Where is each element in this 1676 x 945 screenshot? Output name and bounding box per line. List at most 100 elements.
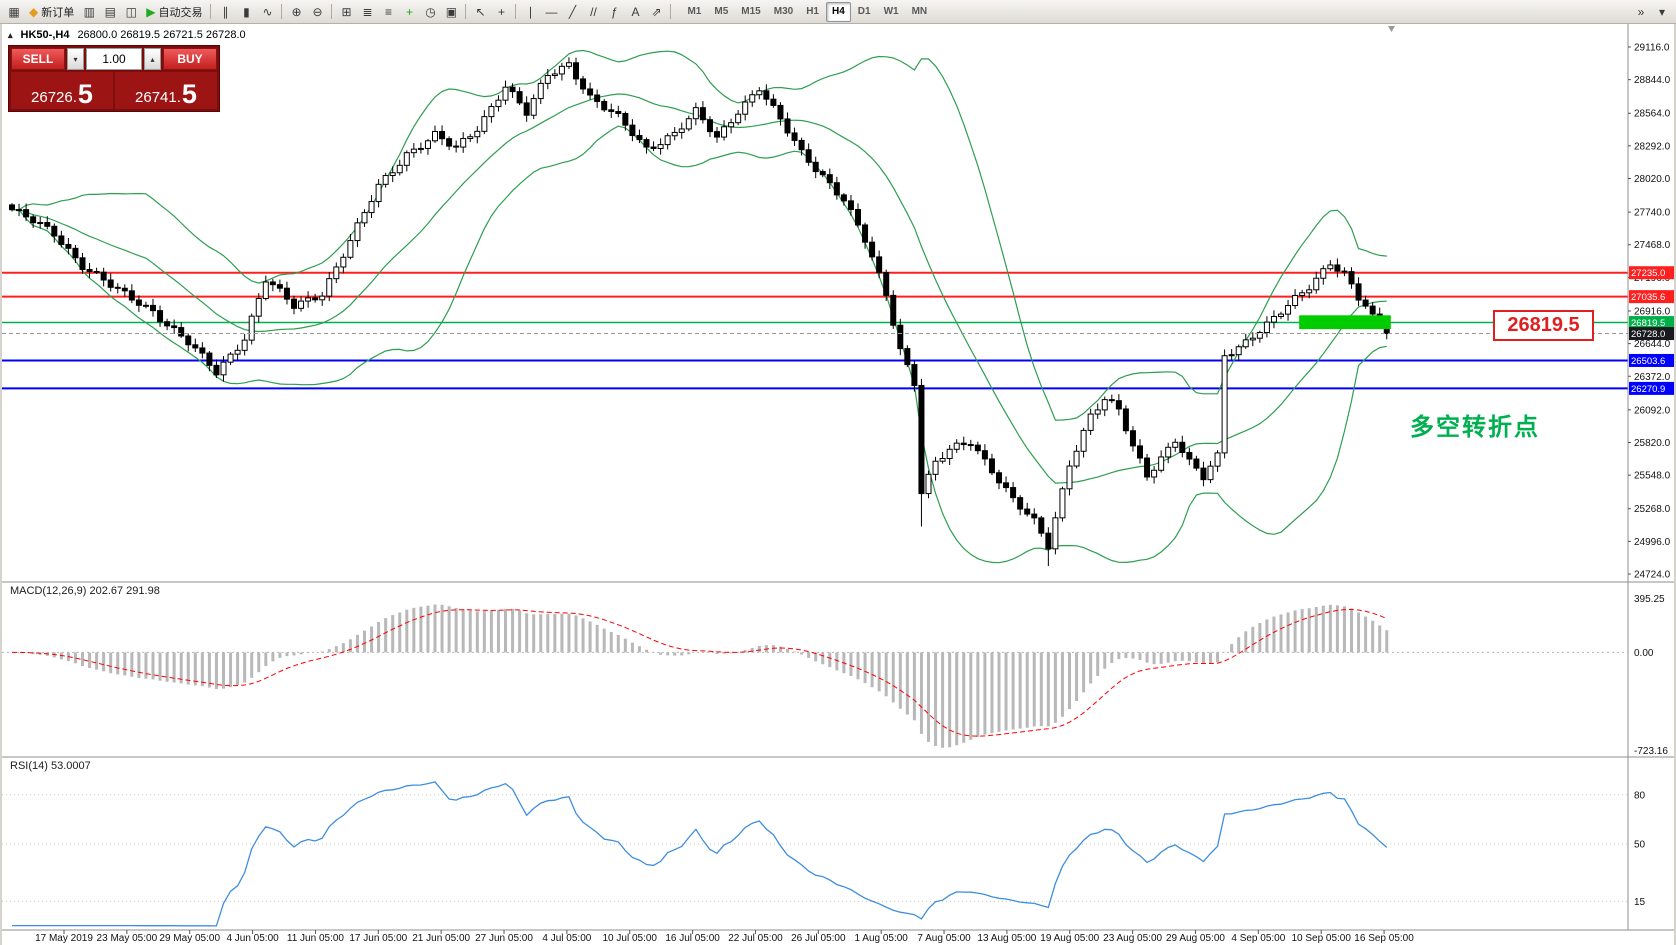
channel-icon: // xyxy=(590,4,597,19)
fibonacci-button[interactable]: ƒ xyxy=(604,2,624,22)
zoom-out-icon: ⊖ xyxy=(312,4,323,19)
main-chart-plot[interactable] xyxy=(2,26,1628,567)
svg-text:26503.6: 26503.6 xyxy=(1631,356,1665,367)
svg-text:27468.0: 27468.0 xyxy=(1634,240,1671,251)
symbol-title: HK50-,H4 xyxy=(20,29,70,41)
date-axis[interactable]: 17 May 2019 23 May 05:00 29 May 05:00 4 Jun… xyxy=(35,930,1414,944)
timeframe-m5-button[interactable]: M5 xyxy=(708,2,734,22)
bar-chart-icon: ∥ xyxy=(222,4,229,19)
text-button[interactable]: A xyxy=(625,2,645,22)
new-chart-button[interactable]: ▦ xyxy=(4,2,24,22)
line-chart-button[interactable]: ∿ xyxy=(257,2,277,22)
arrange-windows-button[interactable]: ≣ xyxy=(357,2,377,22)
horizontal-line-button[interactable]: ― xyxy=(541,2,561,22)
volume-down-button[interactable]: ▾ xyxy=(67,48,84,70)
candlestick-chart-button[interactable]: ▮ xyxy=(236,2,256,22)
svg-text:15: 15 xyxy=(1634,897,1646,908)
chart-windows-button[interactable]: ▥ xyxy=(79,2,99,22)
svg-text:25268.0: 25268.0 xyxy=(1634,504,1671,515)
trendline-button[interactable]: ╱ xyxy=(562,2,582,22)
timeframe-w1-button[interactable]: W1 xyxy=(878,2,905,22)
svg-text:17 Jun 05:00: 17 Jun 05:00 xyxy=(349,933,407,944)
cursor-icon: ↖ xyxy=(475,4,486,19)
add-indicator-button[interactable]: + xyxy=(399,2,419,22)
highlight-rectangle xyxy=(1299,315,1391,330)
fibonacci-icon: ƒ xyxy=(611,4,618,19)
autotrade-button[interactable]: ▶ 自动交易 xyxy=(142,2,206,22)
timeframe-m1-button[interactable]: M1 xyxy=(681,2,707,22)
crosshair-button[interactable]: + xyxy=(491,2,511,22)
templates-icon: ▣ xyxy=(445,4,458,19)
new-chart-icon: ▦ xyxy=(8,4,20,19)
svg-text:80: 80 xyxy=(1634,790,1646,801)
timeframe-m30-button[interactable]: M30 xyxy=(768,2,799,22)
candlestick-chart-icon: ▮ xyxy=(243,4,250,19)
arrows-button[interactable]: ⇗ xyxy=(646,2,666,22)
buy-button[interactable]: BUY xyxy=(163,48,217,70)
volume-up-button[interactable]: ▴ xyxy=(144,48,161,70)
tile-windows-icon: ⊞ xyxy=(341,4,352,19)
sell-button[interactable]: SELL xyxy=(11,48,65,70)
svg-text:26372.0: 26372.0 xyxy=(1634,372,1671,383)
chart-shift-marker xyxy=(1388,26,1395,32)
sell-price-pips: 5 xyxy=(77,79,93,110)
auto-arrange-button[interactable]: ≡ xyxy=(378,2,398,22)
timeframe-h4-button[interactable]: H4 xyxy=(825,1,851,22)
svg-text:4 Sep 05:00: 4 Sep 05:00 xyxy=(1231,933,1285,944)
svg-text:26819.5: 26819.5 xyxy=(1631,318,1665,329)
zoom-in-button[interactable]: ⊕ xyxy=(286,2,306,22)
toolbar-left-group: ▦ ◆ 新订单 ▥ ▤ ◫ ▶ 自动交易 ∥ ▮ ∿ ⊕ ⊖ ⊞ ≣ ≡ + ◷ ▣ ↖ + ∣ ― ╱ // ƒ A ⇗ xyxy=(4,2,674,22)
timeframe-selector: M1 M5 M15 M30 H1 H4 D1 W1 MN xyxy=(681,1,934,22)
text-icon: A xyxy=(631,4,640,19)
bollinger-middle-band xyxy=(12,93,1387,484)
rsi-panel[interactable]: 80 50 15 xyxy=(2,781,1646,927)
svg-text:27035.6: 27035.6 xyxy=(1631,292,1665,303)
timeframe-mn-button[interactable]: MN xyxy=(906,2,934,22)
timeframe-d1-button[interactable]: D1 xyxy=(852,2,877,22)
sell-price-display[interactable]: 26726. 5 xyxy=(11,72,113,109)
market-watch-button[interactable]: ▤ xyxy=(100,2,120,22)
chart-area[interactable]: 29116.0 28844.0 28564.0 28292.0 28020.0 27740… xyxy=(2,24,1674,945)
svg-text:4 Jun 05:00: 4 Jun 05:00 xyxy=(226,933,279,944)
svg-text:26916.0: 26916.0 xyxy=(1634,306,1671,317)
channel-button[interactable]: // xyxy=(583,2,603,22)
vertical-line-button[interactable]: ∣ xyxy=(520,2,540,22)
svg-text:4 Jul 05:00: 4 Jul 05:00 xyxy=(542,933,591,944)
main-toolbar: ▦ ◆ 新订单 ▥ ▤ ◫ ▶ 自动交易 ∥ ▮ ∿ ⊕ ⊖ ⊞ ≣ ≡ + ◷ ▣ ↖ + ∣ ― ╱//ƒ A ⇗ M1 M5 M… xyxy=(0,0,1676,24)
cursor-button[interactable]: ↖ xyxy=(470,2,490,22)
autotrade-icon: ▶ xyxy=(146,4,156,19)
price-callout-box[interactable]: 26819.5 xyxy=(1493,310,1594,341)
rsi-line xyxy=(12,781,1388,927)
svg-text:17 May 2019: 17 May 2019 xyxy=(35,933,93,944)
svg-text:21 Jun 05:00: 21 Jun 05:00 xyxy=(412,933,470,944)
toolbar-options-button[interactable]: ▾ xyxy=(1652,2,1672,22)
auto-arrange-icon: ≡ xyxy=(384,4,392,19)
zoom-out-button[interactable]: ⊖ xyxy=(307,2,327,22)
svg-text:1 Aug 05:00: 1 Aug 05:00 xyxy=(854,933,908,944)
timeframe-m15-button[interactable]: M15 xyxy=(735,2,766,22)
macd-panel[interactable]: 395.25 0.00 -723.16 xyxy=(2,594,1668,757)
svg-text:25548.0: 25548.0 xyxy=(1634,471,1671,482)
svg-text:26270.9: 26270.9 xyxy=(1631,384,1665,395)
timeframe-h1-button[interactable]: H1 xyxy=(800,2,825,22)
period-button[interactable]: ◷ xyxy=(420,2,440,22)
svg-text:10 Jul 05:00: 10 Jul 05:00 xyxy=(602,933,657,944)
trade-panel-toggle[interactable]: ▴ xyxy=(8,29,13,40)
toolbar-right-group: » ▾ xyxy=(1631,2,1672,22)
rsi-indicator-label: RSI(14) 53.0007 xyxy=(10,760,91,772)
buy-price-display[interactable]: 26741. 5 xyxy=(115,72,217,109)
volume-input[interactable] xyxy=(86,48,142,70)
toolbar-overflow-button[interactable]: » xyxy=(1631,2,1651,22)
price-axis[interactable]: 29116.0 28844.0 28564.0 28292.0 28020.0 27740… xyxy=(1627,24,1674,930)
data-window-button[interactable]: ◫ xyxy=(121,2,141,22)
bar-chart-button[interactable]: ∥ xyxy=(215,2,235,22)
add-indicator-icon: + xyxy=(405,4,413,19)
new-order-button[interactable]: ◆ 新订单 xyxy=(25,2,78,22)
templates-button[interactable]: ▣ xyxy=(441,2,461,22)
tile-windows-button[interactable]: ⊞ xyxy=(336,2,356,22)
toolbar-separator xyxy=(465,4,467,19)
svg-text:26092.0: 26092.0 xyxy=(1634,405,1671,416)
svg-text:22 Jul 05:00: 22 Jul 05:00 xyxy=(728,933,783,944)
chart-canvas[interactable]: 29116.0 28844.0 28564.0 28292.0 28020.0 27740… xyxy=(2,24,1674,945)
